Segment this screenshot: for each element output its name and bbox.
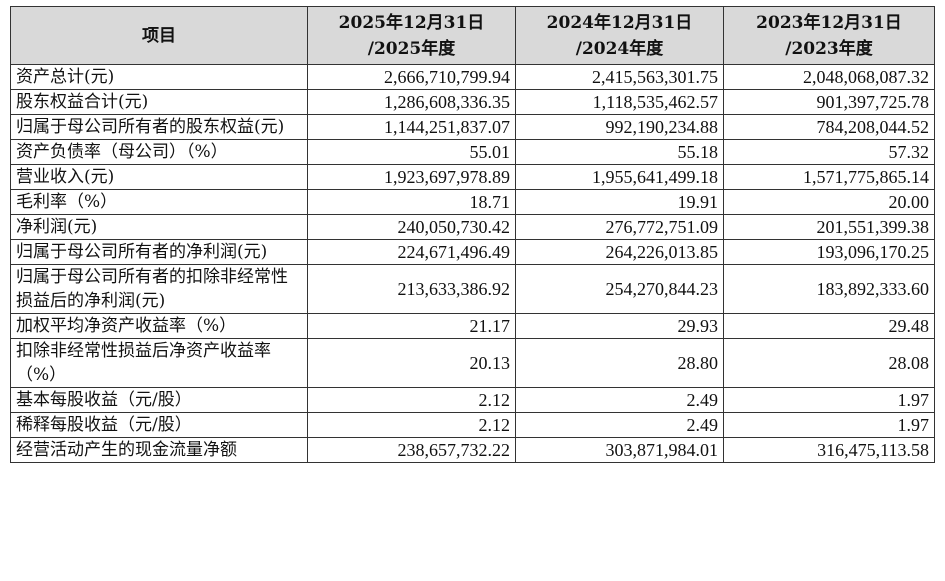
- header-2024-date: 2024年12月31日: [546, 12, 693, 33]
- row-value-2024: 1,118,535,462.57: [515, 89, 724, 115]
- row-value-2025: 2.12: [307, 412, 516, 438]
- row-value-2024: 2.49: [515, 412, 724, 438]
- row-value-2024: 29.93: [515, 313, 724, 339]
- row-value-2025: 1,923,697,978.89: [307, 164, 516, 190]
- row-value-2025: 20.13: [307, 338, 516, 388]
- row-value-2025: 213,633,386.92: [307, 264, 516, 314]
- header-row: 项目 2025年12月31日/2025年度 2024年12月31日/2024年度…: [10, 6, 935, 65]
- row-value-2023: 28.08: [723, 338, 935, 388]
- row-value-2024: 303,871,984.01: [515, 437, 724, 463]
- header-2024: 2024年12月31日/2024年度: [515, 6, 724, 65]
- row-value-2024: 264,226,013.85: [515, 239, 724, 265]
- row-label: 归属于母公司所有者的净利润(元): [10, 239, 308, 265]
- row-value-2025: 18.71: [307, 189, 516, 215]
- row-label: 资产负债率（母公司）（%）: [10, 139, 308, 165]
- table-body: 资产总计(元) 2,666,710,799.94 2,415,563,301.75 2…: [10, 64, 935, 463]
- row-value-2025: 238,657,732.22: [307, 437, 516, 463]
- row-value-2023: 901,397,725.78: [723, 89, 935, 115]
- row-label: 经营活动产生的现金流量净额: [10, 437, 308, 463]
- row-value-2025: 55.01: [307, 139, 516, 165]
- financial-data-table: 项目 2025年12月31日/2025年度 2024年12月31日/2024年度…: [10, 6, 935, 463]
- table-row: 基本每股收益（元/股） 2.12 2.49 1.97: [10, 387, 935, 413]
- row-label: 扣除非经常性损益后净资产收益率（%）: [10, 338, 308, 388]
- table-row: 稀释每股收益（元/股） 2.12 2.49 1.97: [10, 412, 935, 438]
- row-label: 归属于母公司所有者的扣除非经常性损益后的净利润(元): [10, 264, 308, 314]
- header-2023-date: 2023年12月31日: [756, 12, 902, 33]
- row-value-2023: 1.97: [723, 412, 935, 438]
- row-value-2025: 240,050,730.42: [307, 214, 516, 240]
- row-value-2024: 254,270,844.23: [515, 264, 724, 314]
- header-2023: 2023年12月31日/2023年度: [723, 6, 935, 65]
- row-value-2025: 21.17: [307, 313, 516, 339]
- row-value-2023: 201,551,399.38: [723, 214, 935, 240]
- row-value-2023: 29.48: [723, 313, 935, 339]
- row-value-2024: 2,415,563,301.75: [515, 64, 724, 90]
- table-row: 资产总计(元) 2,666,710,799.94 2,415,563,301.75 2…: [10, 64, 935, 90]
- table-row: 净利润(元) 240,050,730.42 276,772,751.09 201,55…: [10, 214, 935, 240]
- table-row: 毛利率（%） 18.71 19.91 20.00: [10, 189, 935, 215]
- row-value-2023: 316,475,113.58: [723, 437, 935, 463]
- row-label: 资产总计(元): [10, 64, 308, 90]
- header-2024-year: /2024年度: [575, 38, 664, 59]
- row-value-2025: 2.12: [307, 387, 516, 413]
- row-value-2023: 2,048,068,087.32: [723, 64, 935, 90]
- row-value-2024: 2.49: [515, 387, 724, 413]
- table-row: 归属于母公司所有者的扣除非经常性损益后的净利润(元) 213,633,386.92…: [10, 264, 935, 314]
- row-value-2025: 1,144,251,837.07: [307, 114, 516, 140]
- row-value-2024: 55.18: [515, 139, 724, 165]
- row-value-2023: 1,571,775,865.14: [723, 164, 935, 190]
- row-value-2023: 784,208,044.52: [723, 114, 935, 140]
- row-label: 归属于母公司所有者的股东权益(元): [10, 114, 308, 140]
- row-label: 加权平均净资产收益率（%）: [10, 313, 308, 339]
- table-row: 资产负债率（母公司）（%） 55.01 55.18 57.32: [10, 139, 935, 165]
- row-value-2023: 1.97: [723, 387, 935, 413]
- row-value-2025: 2,666,710,799.94: [307, 64, 516, 90]
- table-row: 扣除非经常性损益后净资产收益率（%） 20.13 28.80 28.08: [10, 338, 935, 388]
- table-row: 营业收入(元) 1,923,697,978.89 1,955,641,499.18 1…: [10, 164, 935, 190]
- row-label: 毛利率（%）: [10, 189, 308, 215]
- header-2025-date: 2025年12月31日: [338, 12, 485, 33]
- table-row: 归属于母公司所有者的净利润(元) 224,671,496.49 264,226,01…: [10, 239, 935, 265]
- financial-table-container: 项目 2025年12月31日/2025年度 2024年12月31日/2024年度…: [10, 6, 935, 463]
- row-value-2024: 28.80: [515, 338, 724, 388]
- header-item: 项目: [10, 6, 308, 65]
- row-label: 营业收入(元): [10, 164, 308, 190]
- header-2023-year: /2023年度: [785, 38, 873, 59]
- header-2025: 2025年12月31日/2025年度: [307, 6, 516, 65]
- row-value-2024: 992,190,234.88: [515, 114, 724, 140]
- row-value-2024: 276,772,751.09: [515, 214, 724, 240]
- row-value-2025: 1,286,608,336.35: [307, 89, 516, 115]
- table-row: 经营活动产生的现金流量净额 238,657,732.22 303,871,984.0…: [10, 437, 935, 463]
- row-value-2023: 193,096,170.25: [723, 239, 935, 265]
- header-item-line: 项目: [142, 25, 176, 46]
- table-row: 股东权益合计(元) 1,286,608,336.35 1,118,535,462.5…: [10, 89, 935, 115]
- row-label: 股东权益合计(元): [10, 89, 308, 115]
- row-value-2023: 20.00: [723, 189, 935, 215]
- row-value-2024: 1,955,641,499.18: [515, 164, 724, 190]
- row-label: 净利润(元): [10, 214, 308, 240]
- table-row: 加权平均净资产收益率（%） 21.17 29.93 29.48: [10, 313, 935, 339]
- table-row: 归属于母公司所有者的股东权益(元) 1,144,251,837.07 992,190…: [10, 114, 935, 140]
- row-label: 基本每股收益（元/股）: [10, 387, 308, 413]
- row-value-2023: 183,892,333.60: [723, 264, 935, 314]
- row-value-2024: 19.91: [515, 189, 724, 215]
- row-label: 稀释每股收益（元/股）: [10, 412, 308, 438]
- header-2025-year: /2025年度: [367, 38, 456, 59]
- row-value-2023: 57.32: [723, 139, 935, 165]
- row-value-2025: 224,671,496.49: [307, 239, 516, 265]
